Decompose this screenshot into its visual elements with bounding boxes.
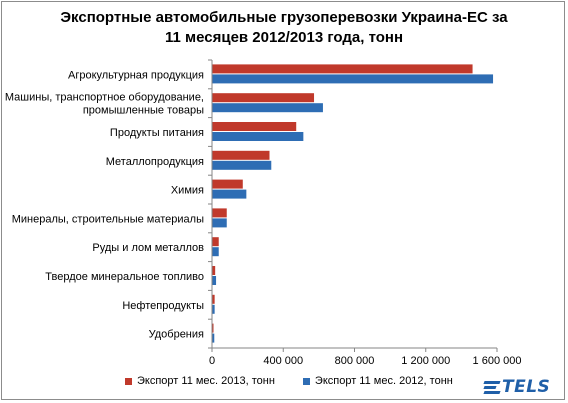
category-label: Нефтепродукты (122, 300, 204, 312)
bar-2013 (212, 179, 243, 189)
legend: Экспорт 11 мес. 2013, тонн Экспорт 11 ме… (125, 375, 453, 387)
bar-2013 (212, 237, 219, 247)
bar-2013 (212, 122, 297, 131)
bar-2012 (212, 276, 217, 285)
bar-2013 (212, 64, 473, 74)
tels-logo-text: TELS (502, 377, 551, 397)
bar-2013 (212, 266, 216, 275)
category-label: Металлопродукция (106, 156, 204, 168)
category-label: Удобрения (149, 329, 204, 341)
bar-2013 (212, 150, 270, 160)
category-label: Химия (171, 185, 204, 197)
category-label: Твердое минеральное топливо (45, 271, 204, 283)
x-tick-label: 400 000 (263, 355, 303, 367)
legend-label-2012: Экспорт 11 мес. 2012, тонн (314, 375, 453, 387)
chart-title-line-1: Экспортные автомобильные грузоперевозки … (60, 9, 508, 26)
bar-2012 (212, 304, 215, 314)
category-label: Машины, транспортное оборудование, (5, 92, 204, 104)
category-label: Агрокультурная продукция (68, 69, 204, 81)
x-tick-label: 0 (209, 355, 215, 367)
category-label: Руды и лом металлов (92, 242, 204, 254)
chart-title: Экспортные автомобильные грузоперевозки … (0, 8, 568, 48)
category-label: Минералы, строительные материалы (12, 213, 204, 225)
legend-swatch-2012 (302, 377, 310, 385)
category-label: промышленные товары (83, 105, 204, 117)
bar-2012 (212, 218, 227, 228)
bar-2012 (212, 247, 219, 257)
legend-swatch-2013 (125, 377, 132, 385)
legend-item-2012: Экспорт 11 мес. 2012, тонн (302, 375, 453, 387)
x-tick-label: 1 600 000 (473, 355, 522, 367)
bar-2013 (212, 93, 315, 103)
bar-2012 (212, 103, 323, 113)
category-label: Продукты питания (110, 127, 204, 139)
bar-2012 (212, 333, 215, 343)
bar-2013 (212, 323, 214, 333)
x-tick-label: 800 000 (335, 355, 375, 367)
bar-2012 (212, 160, 272, 170)
x-tick-label: 1 200 000 (401, 355, 450, 367)
bar-2012 (212, 189, 247, 199)
bar-2012 (212, 74, 494, 84)
bar-2013 (212, 294, 215, 304)
tels-logo: TELS (483, 377, 551, 397)
bar-2013 (212, 208, 227, 218)
bar-2012 (212, 132, 304, 141)
legend-label-2013: Экспорт 11 мес. 2013, тонн (137, 375, 275, 387)
tels-logo-mark-icon (483, 380, 501, 394)
chart-title-line-2: 11 месяцев 2012/2013 года, тонн (164, 29, 404, 46)
legend-item-2013: Экспорт 11 мес. 2013, тонн (125, 375, 275, 387)
